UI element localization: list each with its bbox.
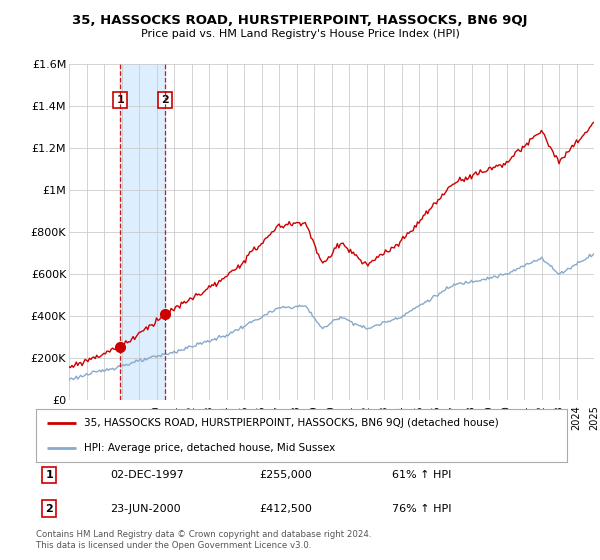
Text: Price paid vs. HM Land Registry's House Price Index (HPI): Price paid vs. HM Land Registry's House …: [140, 29, 460, 39]
Text: 02-DEC-1997: 02-DEC-1997: [110, 470, 184, 480]
Text: 35, HASSOCKS ROAD, HURSTPIERPOINT, HASSOCKS, BN6 9QJ: 35, HASSOCKS ROAD, HURSTPIERPOINT, HASSO…: [72, 14, 528, 27]
Text: HPI: Average price, detached house, Mid Sussex: HPI: Average price, detached house, Mid …: [84, 442, 335, 452]
Text: 1: 1: [46, 470, 53, 480]
Bar: [120, 64, 165, 400]
Text: 76% ↑ HPI: 76% ↑ HPI: [392, 503, 451, 514]
Text: £255,000: £255,000: [259, 470, 312, 480]
Text: 23-JUN-2000: 23-JUN-2000: [110, 503, 181, 514]
Text: Contains HM Land Registry data © Crown copyright and database right 2024.
This d: Contains HM Land Registry data © Crown c…: [36, 530, 371, 550]
Text: £412,500: £412,500: [259, 503, 312, 514]
Text: 2: 2: [46, 503, 53, 514]
Text: 1: 1: [116, 95, 124, 105]
Text: 61% ↑ HPI: 61% ↑ HPI: [392, 470, 451, 480]
Text: 2: 2: [161, 95, 169, 105]
Text: 35, HASSOCKS ROAD, HURSTPIERPOINT, HASSOCKS, BN6 9QJ (detached house): 35, HASSOCKS ROAD, HURSTPIERPOINT, HASSO…: [84, 418, 499, 428]
